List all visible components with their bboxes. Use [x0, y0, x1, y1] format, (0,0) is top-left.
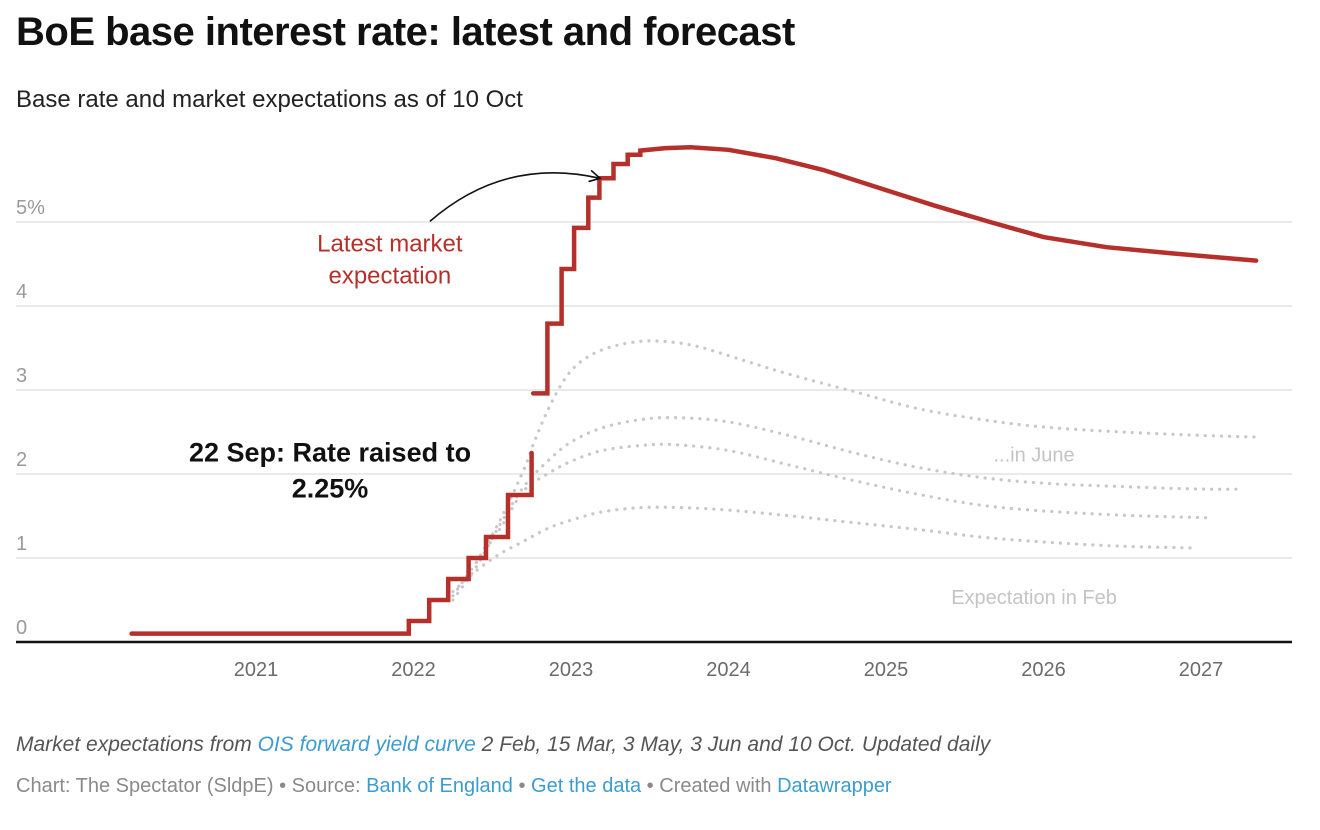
- y-tick-label: 2: [16, 449, 27, 471]
- y-tick-label: 0: [16, 617, 27, 639]
- annotation-feb: Expectation in Feb: [951, 587, 1117, 609]
- line-chart: 0 1 2 3 4 5% 2021 2022 2023 2024 2025 2026 2027 Lat…: [16, 144, 1292, 681]
- ois-link[interactable]: OIS forward yield curve: [257, 733, 476, 756]
- source-label: Source:: [291, 775, 367, 797]
- annotation-arrow: [429, 172, 601, 223]
- y-tick-label: 4: [16, 281, 27, 303]
- separator: •: [273, 775, 292, 797]
- annotation-june: ...in June: [993, 444, 1074, 466]
- annotation-latest: Latest market: [317, 230, 463, 257]
- gridlines: [16, 221, 1292, 559]
- chart-notes: Market expectations from OIS forward yie…: [16, 733, 990, 757]
- y-tick-label: 1: [16, 533, 27, 555]
- x-axis-ticks: 2021 2022 2023 2024 2025 2026 2027: [234, 659, 1224, 681]
- series-line-base-rate: [129, 450, 534, 636]
- chart-byline: Chart: The Spectator (SldpE) • Source: B…: [16, 775, 892, 798]
- x-tick-label: 2025: [864, 659, 909, 681]
- annotations: Latest market expectation 22 Sep: Rate rai…: [189, 169, 1117, 609]
- separator: •: [641, 775, 660, 797]
- created-with-label: Created with: [659, 775, 778, 797]
- series-line-expectation-2-feb: [451, 505, 1195, 594]
- y-tick-label: 3: [16, 365, 27, 387]
- notes-suffix: 2 Feb, 15 Mar, 3 May, 3 Jun and 10 Oct. …: [475, 733, 991, 756]
- arrowhead-icon: [588, 169, 602, 183]
- x-tick-label: 2022: [391, 659, 436, 681]
- y-axis-ticks: 0 1 2 3 4 5%: [16, 197, 45, 639]
- series-line-expectation-15-mar: [451, 442, 1208, 598]
- chart-subtitle: Base rate and market expectations as of …: [16, 86, 523, 113]
- x-tick-label: 2021: [234, 659, 279, 681]
- x-tick-label: 2026: [1021, 659, 1066, 681]
- separator: •: [512, 775, 532, 797]
- source-link[interactable]: Bank of England: [366, 775, 513, 797]
- series-line-latest-market-expectation-10-oct-: [530, 144, 1259, 396]
- y-tick-label: 5%: [16, 197, 45, 219]
- x-tick-label: 2023: [549, 659, 594, 681]
- notes-prefix: Market expectations from: [16, 733, 258, 756]
- annotation-sep: 2.25%: [292, 473, 369, 503]
- series-group: [129, 144, 1259, 636]
- series-line-expectation-3-may: [451, 415, 1246, 602]
- annotation-latest: expectation: [328, 262, 451, 289]
- get-data-link[interactable]: Get the data: [531, 775, 642, 797]
- datawrapper-link[interactable]: Datawrapper: [777, 775, 892, 797]
- x-tick-label: 2027: [1179, 659, 1224, 681]
- x-tick-label: 2024: [706, 659, 751, 681]
- chart-title: BoE base interest rate: latest and forec…: [16, 10, 795, 54]
- series-line-expectation-3-jun: [474, 339, 1258, 564]
- annotation-sep: 22 Sep: Rate raised to: [189, 437, 471, 467]
- chart-credit: Chart: The Spectator (SldpE): [16, 775, 274, 797]
